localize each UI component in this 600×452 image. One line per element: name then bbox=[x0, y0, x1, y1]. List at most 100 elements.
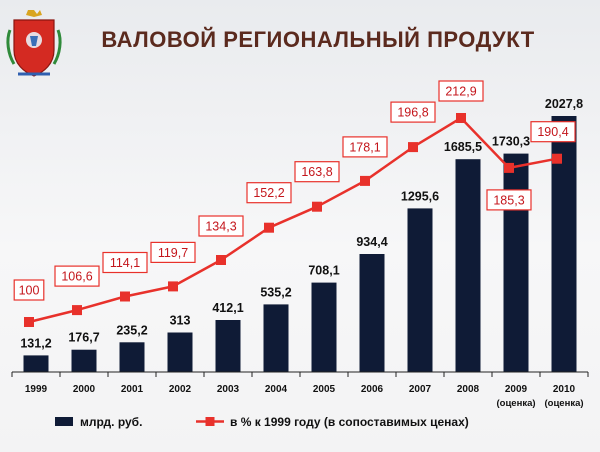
legend-line-marker bbox=[205, 417, 215, 426]
percent-value-label: 190,4 bbox=[537, 125, 568, 139]
bar-value-label: 235,2 bbox=[116, 323, 147, 337]
percent-point-2002 bbox=[168, 281, 178, 292]
percent-label-box: 106,6 bbox=[54, 265, 100, 287]
bar-value-label: 176,7 bbox=[68, 331, 99, 345]
bar-2003 bbox=[215, 320, 241, 372]
bar-1999 bbox=[23, 355, 49, 372]
percent-label-box: 190,4 bbox=[530, 121, 576, 143]
percent-label-frame bbox=[198, 215, 244, 237]
x-tick-label: 2000 bbox=[73, 384, 96, 395]
legend-bar-swatch bbox=[55, 417, 73, 426]
percent-label-frame bbox=[486, 189, 532, 211]
x-tick-label: 2010 bbox=[553, 384, 576, 395]
coat-of-arms-icon bbox=[6, 10, 62, 77]
percent-label-frame bbox=[246, 182, 292, 204]
bar-value-label: 934,4 bbox=[356, 235, 387, 249]
x-tick-label: 2004 bbox=[265, 384, 288, 395]
percent-point-2003 bbox=[216, 255, 226, 265]
legend: млрд. руб. в % к 1999 году (в сопоставим… bbox=[55, 415, 469, 429]
percent-label-frame bbox=[54, 265, 100, 287]
percent-point-2000 bbox=[72, 305, 82, 316]
percent-value-label: 106,6 bbox=[61, 270, 92, 284]
bar-2000 bbox=[71, 349, 97, 372]
bar-value-label: 2027,8 bbox=[545, 97, 583, 111]
legend-line-label: в % к 1999 году (в сопоставимых ценах) bbox=[230, 415, 469, 429]
x-tick-label: 2008 bbox=[457, 384, 480, 395]
percent-label-box: 100 bbox=[13, 279, 45, 301]
percent-label-box: 114,1 bbox=[102, 251, 148, 274]
percent-label-box: 185,3 bbox=[486, 189, 532, 211]
bar-value-label: 1295,6 bbox=[401, 189, 439, 203]
percent-label-box: 178,1 bbox=[342, 136, 388, 158]
percent-point-1999 bbox=[24, 317, 34, 327]
x-tick-note: (оценка) bbox=[544, 398, 583, 409]
bar-value-label: 412,1 bbox=[212, 301, 243, 315]
percent-value-label: 100 bbox=[19, 284, 40, 298]
percent-value-label: 185,3 bbox=[493, 193, 524, 207]
x-tick-label: 2005 bbox=[313, 384, 336, 395]
bar-2007 bbox=[407, 208, 433, 372]
percent-point-2008 bbox=[456, 113, 466, 123]
x-tick-label: 1999 bbox=[25, 384, 48, 395]
line-layer bbox=[24, 113, 562, 327]
bar-value-label: 1685,5 bbox=[444, 140, 482, 154]
percent-label-frame bbox=[13, 279, 45, 301]
percent-label-frame bbox=[438, 80, 484, 102]
percent-point-2010 bbox=[552, 153, 562, 164]
pct-labels-layer: 100 106,6 114,1 119,7 134,3 152,2 163,8 178,1 19… bbox=[13, 80, 576, 301]
percent-label-frame bbox=[530, 121, 576, 143]
legend-bar-label: млрд. руб. bbox=[80, 415, 142, 429]
percent-label-box: 119,7 bbox=[150, 241, 196, 263]
percent-label-box: 163,8 bbox=[294, 161, 340, 183]
percent-value-label: 134,3 bbox=[205, 220, 236, 234]
bar-2002 bbox=[167, 332, 193, 372]
bars-layer bbox=[23, 116, 577, 372]
bar-value-label: 1730,3 bbox=[492, 135, 530, 149]
bar-value-label: 708,1 bbox=[308, 264, 339, 278]
bar-2006 bbox=[359, 254, 385, 372]
percent-point-2004 bbox=[264, 222, 274, 233]
x-axis: 1999 2000 2001 2002 2003 2004 2005 2006 2007 2008… bbox=[11, 371, 589, 409]
x-tick-label: 2001 bbox=[121, 384, 144, 395]
percent-point-2006 bbox=[360, 175, 370, 186]
x-tick-note: (оценка) bbox=[496, 398, 535, 409]
percent-label-frame bbox=[150, 241, 196, 263]
percent-label-frame bbox=[390, 101, 436, 123]
percent-label-box: 212,9 bbox=[438, 80, 484, 102]
percent-value-label: 152,2 bbox=[253, 186, 284, 200]
x-tick-label: 2002 bbox=[169, 384, 192, 395]
percent-point-2001 bbox=[120, 291, 130, 302]
bar-2004 bbox=[263, 304, 289, 372]
percent-label-box: 152,2 bbox=[246, 182, 292, 204]
percent-value-label: 196,8 bbox=[397, 106, 428, 120]
x-tick-label: 2009 bbox=[505, 384, 528, 395]
percent-label-box: 196,8 bbox=[390, 101, 436, 123]
percent-value-label: 212,9 bbox=[445, 85, 476, 99]
bar-labels-layer: 131,2 176,7 235,2 313 412,1 535,2 708,1 934,4 12… bbox=[20, 97, 583, 350]
bar-2008 bbox=[455, 159, 481, 372]
percent-label-frame bbox=[294, 161, 340, 183]
bar-2009 bbox=[503, 153, 529, 372]
percent-value-label: 119,7 bbox=[158, 246, 188, 260]
bar-value-label: 535,2 bbox=[260, 285, 291, 299]
percent-series-line bbox=[28, 116, 558, 324]
x-tick-label: 2007 bbox=[409, 384, 432, 395]
percent-value-label: 178,1 bbox=[349, 140, 380, 154]
x-tick-label: 2003 bbox=[217, 384, 240, 395]
bar-2001 bbox=[119, 342, 145, 372]
percent-point-2005 bbox=[312, 201, 322, 212]
chart-title: ВАЛОВОЙ РЕГИОНАЛЬНЫЙ ПРОДУКТ bbox=[101, 27, 534, 52]
percent-value-label: 163,8 bbox=[301, 165, 332, 179]
bar-value-label: 313 bbox=[170, 314, 191, 328]
percent-point-2009 bbox=[504, 162, 514, 173]
percent-label-frame bbox=[342, 136, 388, 158]
percent-value-label: 114,1 bbox=[110, 256, 140, 270]
bar-value-label: 131,2 bbox=[20, 336, 51, 350]
percent-label-frame bbox=[102, 251, 148, 274]
x-tick-label: 2006 bbox=[361, 384, 384, 395]
percent-label-box: 134,3 bbox=[198, 215, 244, 237]
percent-point-2007 bbox=[408, 142, 418, 153]
bar-2005 bbox=[311, 282, 337, 372]
